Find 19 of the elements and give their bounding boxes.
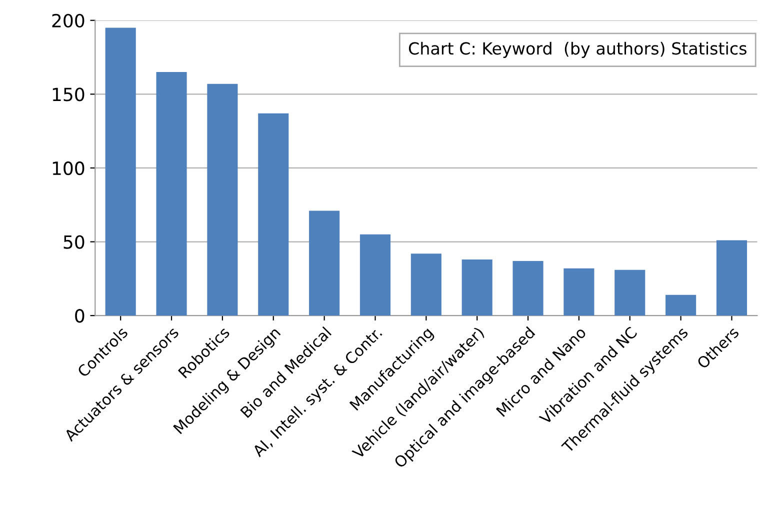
bar bbox=[410, 254, 442, 316]
bar bbox=[105, 28, 136, 316]
bar bbox=[156, 72, 187, 316]
bar bbox=[309, 210, 340, 316]
y-tick-label: 200 bbox=[52, 14, 84, 28]
bar bbox=[614, 270, 646, 316]
bar bbox=[512, 260, 544, 316]
y-tick-label: 50 bbox=[64, 235, 84, 249]
text: Chart C: Keyword (by authors) Statistics bbox=[408, 42, 746, 58]
y-tick-label: 100 bbox=[52, 161, 84, 176]
bar bbox=[207, 84, 238, 316]
bar bbox=[360, 234, 391, 316]
y-tick-label: 150 bbox=[52, 88, 84, 102]
y-tick-label: 0 bbox=[75, 309, 84, 323]
bar bbox=[258, 113, 289, 316]
bar bbox=[564, 268, 594, 316]
bar bbox=[716, 240, 748, 316]
bar bbox=[462, 259, 492, 316]
bar bbox=[666, 294, 696, 316]
